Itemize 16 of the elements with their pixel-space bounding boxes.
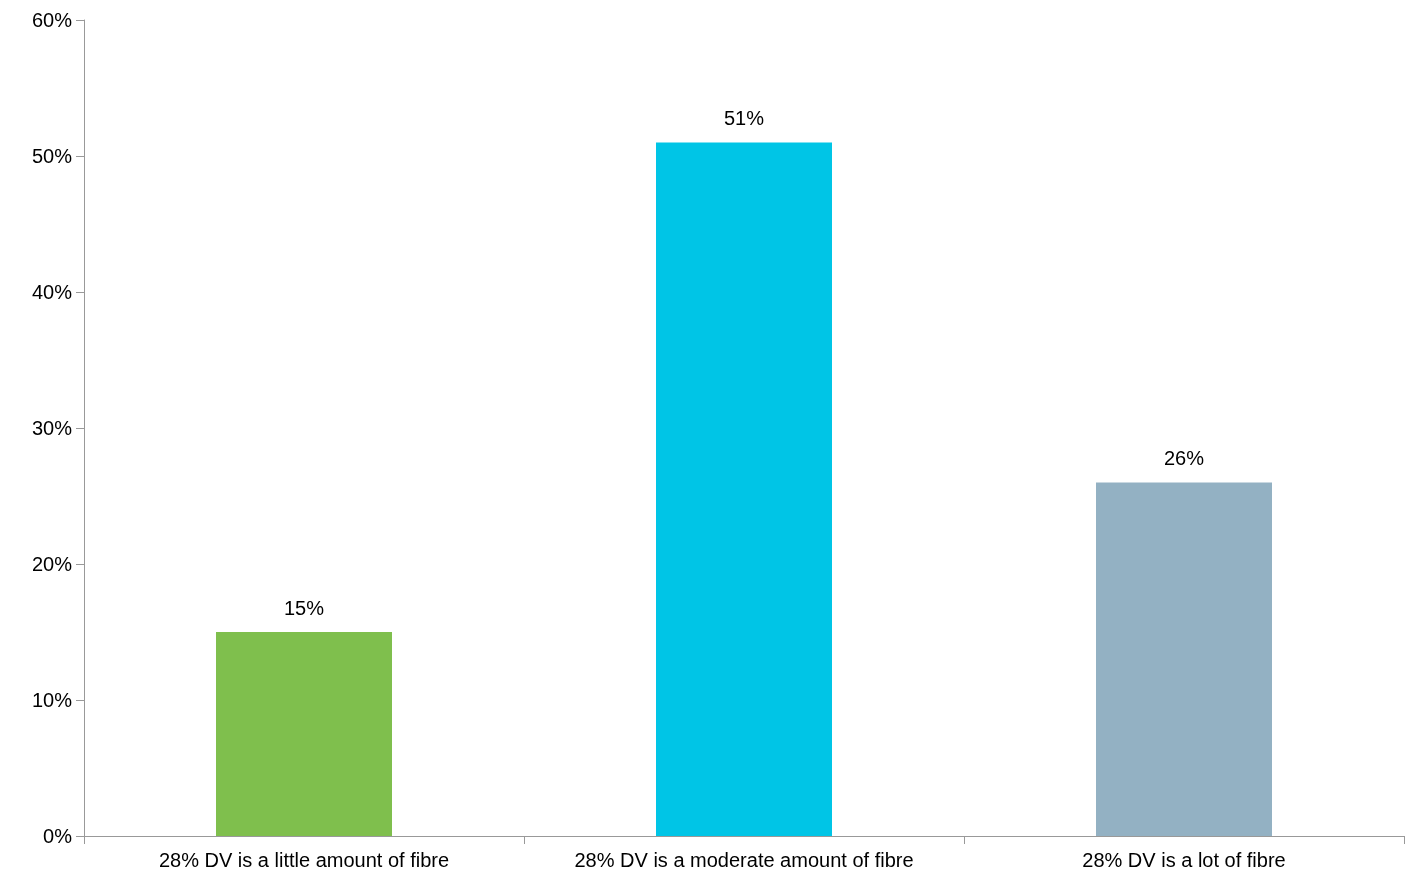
y-tick-label: 20%	[31, 553, 73, 575]
bar	[656, 142, 832, 836]
x-tick-label: 28% DV is a lot of fibre	[1082, 849, 1286, 871]
x-tick-label: 28% DV is a little amount of fibre	[158, 849, 450, 871]
y-tick-label: 0%	[43, 825, 73, 847]
x-tick-label: 28% DV is a moderate amount of fibre	[574, 849, 914, 871]
y-tick-label: 40%	[31, 281, 73, 303]
y-tick-label: 50%	[31, 145, 73, 167]
data-label: 15%	[283, 597, 325, 619]
bar	[1096, 482, 1272, 836]
data-label: 51%	[723, 107, 765, 130]
bar	[216, 632, 392, 836]
y-tick-label: 10%	[31, 689, 73, 711]
y-tick-label: 30%	[31, 417, 73, 439]
y-tick-label: 60%	[31, 9, 73, 31]
data-label: 26%	[1163, 447, 1205, 470]
